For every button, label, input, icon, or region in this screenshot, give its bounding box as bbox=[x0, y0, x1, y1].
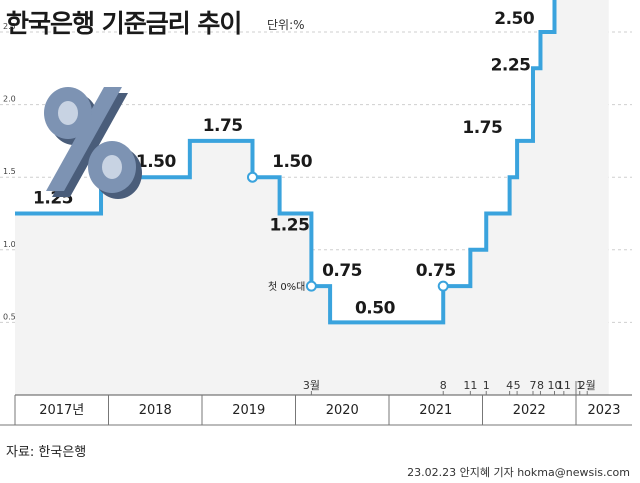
value-label: 1.25 bbox=[269, 216, 309, 236]
value-label: 0.75 bbox=[322, 261, 362, 281]
percent-icon bbox=[44, 87, 142, 199]
month-label: 4 bbox=[506, 379, 513, 392]
rate-marker bbox=[305, 280, 317, 292]
x-tick-label: 2017년 bbox=[39, 403, 84, 418]
x-tick-label: 2020 bbox=[326, 403, 359, 418]
x-tick-label: 2021 bbox=[419, 403, 452, 418]
y-tick-label: 1.5 bbox=[3, 167, 16, 176]
month-label: 1 bbox=[483, 379, 490, 392]
value-label: 0.50 bbox=[355, 298, 396, 318]
value-label: 1.50 bbox=[272, 152, 313, 172]
y-tick-label: 0.5 bbox=[3, 312, 16, 321]
rate-marker bbox=[437, 280, 449, 292]
y-tick-label: 2.0 bbox=[3, 95, 16, 104]
value-label: 1.50 bbox=[136, 152, 177, 172]
credit-line: 23.02.23 안지혜 기자 hokma@newsis.com bbox=[407, 466, 630, 479]
rate-marker bbox=[246, 171, 258, 183]
x-tick-label: 2018 bbox=[139, 403, 172, 418]
x-tick-label: 2023 bbox=[587, 403, 620, 418]
y-tick-label: 2.5 bbox=[3, 22, 16, 31]
value-label: 2.50 bbox=[494, 9, 535, 29]
month-label: 3월 bbox=[303, 379, 320, 392]
month-label: 11 bbox=[463, 379, 477, 392]
y-tick-label: 1.0 bbox=[3, 240, 16, 249]
source-note: 자료: 한국은행 bbox=[6, 445, 87, 460]
annotation-first-zero: 첫 0%대 bbox=[268, 281, 305, 293]
value-label: 2.25 bbox=[491, 55, 531, 75]
month-label: 8 bbox=[537, 379, 544, 392]
value-label: 1.75 bbox=[462, 118, 502, 138]
month-label: 10 bbox=[547, 379, 561, 392]
month-label: 1 bbox=[576, 379, 583, 392]
unit-label: 단위:% bbox=[267, 18, 305, 32]
month-label: 11 bbox=[557, 379, 571, 392]
month-label: 2월 bbox=[579, 379, 596, 392]
month-label: 8 bbox=[440, 379, 447, 392]
x-tick-label: 2019 bbox=[232, 403, 265, 418]
x-tick-label: 2022 bbox=[513, 403, 546, 418]
rate-step-line bbox=[15, 0, 557, 325]
rate-area bbox=[15, 0, 609, 395]
chart-title: 한국은행 기준금리 추이 bbox=[6, 9, 242, 38]
value-label: 1.75 bbox=[203, 116, 243, 136]
month-label: 7 bbox=[529, 379, 536, 392]
month-label: 5 bbox=[514, 379, 521, 392]
value-label: 0.75 bbox=[416, 261, 456, 281]
